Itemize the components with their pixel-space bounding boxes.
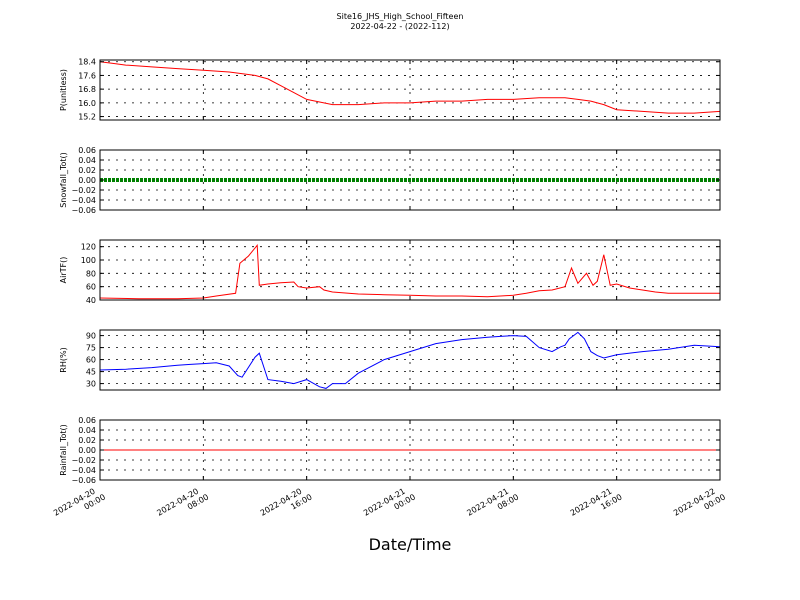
y-tick-label: −0.06	[71, 476, 96, 485]
y-tick-label: −0.04	[71, 196, 96, 205]
y-tick-label: 75	[86, 344, 96, 353]
y-tick-label: 90	[86, 332, 96, 341]
panel-4: 30 45 60 75 90 RH(%)	[59, 329, 721, 391]
y-axis-label: P(unitless)	[59, 69, 68, 111]
y-tick-label: −0.02	[71, 456, 96, 465]
y-tick-label: 0.00	[78, 446, 96, 455]
y-tick-label: −0.06	[71, 206, 96, 215]
y-tick-label: 0.04	[78, 426, 96, 435]
y-tick-label: 120	[81, 243, 96, 252]
panel-5: −0.06−0.04−0.020.000.020.040.06 Rainfall_…	[59, 416, 721, 485]
series-line	[99, 243, 720, 300]
y-tick-label: 0.04	[78, 156, 96, 165]
y-tick-label: 60	[86, 356, 96, 365]
y-tick-label: −0.02	[71, 186, 96, 195]
series-line	[99, 61, 721, 114]
y-tick-label: 16.0	[78, 99, 96, 108]
y-tick-label: 45	[86, 368, 96, 377]
panel-3: 40 60 80 100 120 AirTF()	[59, 239, 721, 305]
y-tick-label: 40	[86, 296, 96, 305]
panel-1: 15.2 16.0 16.8 17.6 18.4 P(unitless)	[59, 58, 721, 122]
y-axis-label: RH(%)	[59, 347, 68, 372]
y-tick-label: 0.00	[78, 176, 96, 185]
y-tick-label: 17.6	[78, 71, 96, 80]
series-line	[99, 331, 721, 389]
y-tick-label: 0.02	[78, 436, 96, 445]
y-tick-label: 80	[86, 269, 96, 278]
y-tick-label: −0.04	[71, 466, 96, 475]
y-tick-label: 16.8	[78, 85, 96, 94]
x-axis-label: Date/Time	[369, 535, 452, 554]
panel-2: −0.06−0.04−0.020.000.020.040.06 Snowfall_…	[59, 146, 721, 215]
y-tick-label: 60	[86, 283, 96, 292]
y-tick-label: 15.2	[78, 113, 96, 122]
y-tick-label: 30	[86, 380, 96, 389]
y-tick-label: 0.06	[78, 416, 96, 425]
chart-subtitle: 2022-04-22 - (2022-112)	[350, 22, 449, 31]
y-tick-label: 0.06	[78, 146, 96, 155]
y-axis-label: Snowfall_Tot()	[59, 152, 68, 208]
chart-title: Site16_JHS_High_School_Fifteen	[337, 12, 464, 21]
y-axis-label: AirTF()	[59, 257, 68, 284]
y-tick-label: 100	[81, 256, 96, 265]
y-tick-label: 0.02	[78, 166, 96, 175]
y-tick-label: 18.4	[78, 58, 96, 67]
y-axis-label: Rainfall_Tot()	[59, 424, 68, 476]
